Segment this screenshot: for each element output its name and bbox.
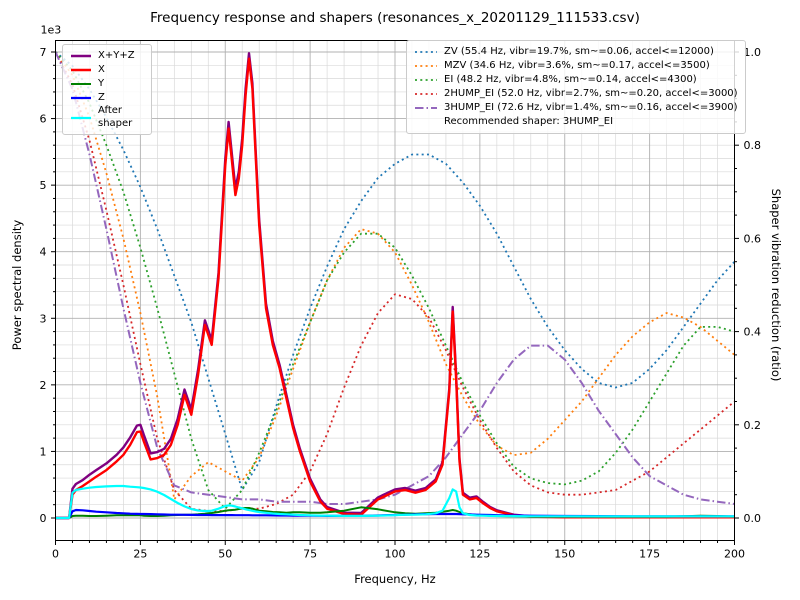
legend-swatch-after-shaper [71,116,91,119]
x-tick-label: 25 [133,548,147,561]
legend-swatch-3hump-ei [415,107,437,109]
curves [55,51,735,520]
x-tick-label: 125 [469,548,490,561]
legend-entry-y: Y [70,77,144,91]
y-left-tick-label: 7 [40,46,47,59]
legend-entry-3hump-ei: 3HUMP_EI (72.6 Hz, vibr=1.4%, sm~=0.16, … [414,101,738,115]
legend-swatch-ei [415,79,437,81]
y-left-tick-label: 2 [40,379,47,392]
x-tick-label: 200 [724,548,745,561]
y-right-tick-label: 0.0 [744,512,762,525]
legend-label-3hump-ei: 3HUMP_EI (72.6 Hz, vibr=1.4%, sm~=0.16, … [444,102,738,113]
y-right-tick-label: 0.6 [744,232,762,245]
tick-labels: 0 25 50 75 100 125 150 175 200 0 1 2 3 4 5 6 7 0.0 0.2 0.4 0… [40,24,762,561]
shaper-2hump-ei-line [55,51,735,512]
legend-shapers: ZV (55.4 Hz, vibr=19.7%, sm~=0.06, accel… [406,40,746,134]
legend-swatch-mzv [415,65,437,67]
legend-label-2hump-ei: 2HUMP_EI (52.0 Hz, vibr=2.7%, sm~=0.20, … [444,88,738,99]
legend-entry-z: Z [70,91,144,105]
legend-swatch-xyz [71,54,91,58]
y-left-tick-label: 6 [40,113,47,126]
x-tick-label: 0 [52,548,59,561]
legend-swatch-x [71,68,91,72]
y-right-tick-label: 0.8 [744,139,762,152]
x-tick-label: 75 [303,548,317,561]
legend-recommended-note: Recommended shaper: 3HUMP_EI [444,115,738,129]
legend-swatch-y [71,83,91,85]
legend-entry-after-shaper: After shaper [70,105,144,130]
legend-label-xyz: X+Y+Z [98,49,135,61]
legend-label-ei: EI (48.2 Hz, vibr=4.8%, sm~=0.14, accel<… [444,74,697,85]
legend-entry-mzv: MZV (34.6 Hz, vibr=3.6%, sm~=0.17, accel… [414,59,738,73]
ticks [51,51,739,545]
legend-entry-ei: EI (48.2 Hz, vibr=4.8%, sm~=0.14, accel<… [414,73,738,87]
legend-label-y: Y [98,77,105,89]
y-left-tick-label: 5 [40,179,47,192]
y-right-tick-label: 0.2 [744,419,762,432]
shaper-mzv-line [55,51,735,501]
legend-label-z: Z [98,91,105,103]
legend-psd: X+Y+Z X Y Z After shaper [62,44,152,135]
legend-label-mzv: MZV (34.6 Hz, vibr=3.6%, sm~=0.17, accel… [444,60,710,71]
legend-swatch-z [71,96,91,100]
legend-label-x: X [98,63,105,75]
legend-entry-xyz: X+Y+Z [70,49,144,63]
x-tick-label: 100 [385,548,406,561]
psd-x-line [55,57,735,520]
y-axis-right-label: Shaper vibration reduction (ratio) [769,188,783,382]
x-tick-label: 175 [639,548,660,561]
y-right-tick-label: 1.0 [744,46,762,59]
shaper-3hump-ei-line [55,51,735,505]
legend-entry-2hump-ei: 2HUMP_EI (52.0 Hz, vibr=2.7%, sm~=0.20, … [414,87,738,101]
chart-title: Frequency response and shapers (resonanc… [150,10,640,26]
y-left-tick-label: 4 [40,246,47,259]
psd-after-shaper-line [55,484,735,520]
y-left-multiplier: 1e3 [41,24,62,37]
legend-swatch-2hump-ei [415,93,437,95]
y-axis-left-label: Power spectral density [10,219,24,351]
x-tick-label: 150 [554,548,575,561]
legend-entry-x: X [70,63,144,77]
y-right-tick-label: 0.4 [744,326,762,339]
recommended-shaper-text: Recommended shaper: 3HUMP_EI [444,116,614,127]
y-left-tick-label: 0 [40,512,47,525]
y-left-tick-label: 1 [40,445,47,458]
shaper-zv-line [55,51,735,491]
legend-label-zv: ZV (55.4 Hz, vibr=19.7%, sm~=0.06, accel… [444,46,714,57]
legend-entry-zv: ZV (55.4 Hz, vibr=19.7%, sm~=0.06, accel… [414,45,738,59]
x-axis-label: Frequency, Hz [354,572,436,586]
legend-label-after-shaper: After shaper [98,105,133,129]
x-tick-label: 50 [218,548,232,561]
y-left-tick-label: 3 [40,312,47,325]
legend-swatch-zv [415,51,437,53]
